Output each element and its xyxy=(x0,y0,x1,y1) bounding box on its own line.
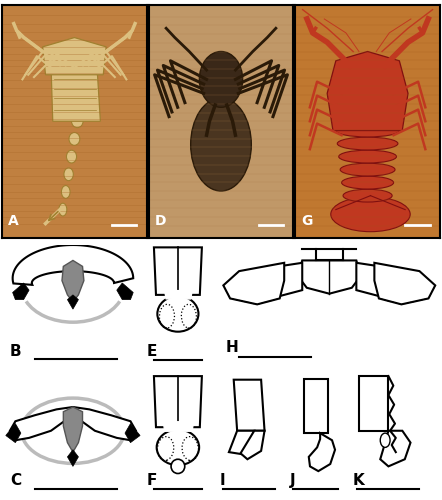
Text: B: B xyxy=(10,344,22,359)
Ellipse shape xyxy=(66,150,76,163)
Ellipse shape xyxy=(64,168,73,180)
Polygon shape xyxy=(359,376,389,430)
Ellipse shape xyxy=(343,190,392,202)
Polygon shape xyxy=(63,407,83,452)
Polygon shape xyxy=(253,263,302,296)
Polygon shape xyxy=(62,260,84,302)
Polygon shape xyxy=(234,380,265,430)
Polygon shape xyxy=(304,378,328,433)
Polygon shape xyxy=(68,295,78,309)
Ellipse shape xyxy=(199,52,243,108)
Polygon shape xyxy=(380,430,411,466)
Ellipse shape xyxy=(342,176,393,189)
Ellipse shape xyxy=(69,132,80,145)
Polygon shape xyxy=(51,66,100,121)
Polygon shape xyxy=(223,263,284,304)
Ellipse shape xyxy=(340,163,395,176)
Text: D: D xyxy=(155,214,166,228)
Ellipse shape xyxy=(337,137,398,150)
Text: G: G xyxy=(301,214,312,228)
Polygon shape xyxy=(154,376,202,427)
Text: E: E xyxy=(146,344,157,359)
Polygon shape xyxy=(6,424,21,442)
Ellipse shape xyxy=(61,186,70,198)
Polygon shape xyxy=(13,245,133,285)
Ellipse shape xyxy=(336,124,400,137)
Ellipse shape xyxy=(156,430,199,465)
Polygon shape xyxy=(229,430,254,454)
Text: H: H xyxy=(225,340,238,355)
Text: K: K xyxy=(352,473,364,488)
Ellipse shape xyxy=(72,115,83,128)
Polygon shape xyxy=(154,248,202,295)
Text: F: F xyxy=(146,473,157,488)
Polygon shape xyxy=(309,433,335,471)
Ellipse shape xyxy=(339,150,396,163)
Polygon shape xyxy=(298,260,361,294)
Ellipse shape xyxy=(331,197,410,232)
Polygon shape xyxy=(125,424,140,442)
Polygon shape xyxy=(42,38,106,74)
Polygon shape xyxy=(356,263,406,296)
Polygon shape xyxy=(240,430,265,459)
Polygon shape xyxy=(327,52,408,130)
Ellipse shape xyxy=(157,296,198,332)
Text: I: I xyxy=(219,473,225,488)
Circle shape xyxy=(380,433,390,448)
Ellipse shape xyxy=(191,98,251,191)
Polygon shape xyxy=(10,407,136,440)
Text: A: A xyxy=(8,214,19,228)
Text: J: J xyxy=(290,473,295,488)
Polygon shape xyxy=(117,283,133,300)
Text: C: C xyxy=(10,473,21,488)
Ellipse shape xyxy=(171,459,185,473)
Ellipse shape xyxy=(59,203,67,216)
Polygon shape xyxy=(13,283,29,300)
Polygon shape xyxy=(374,263,435,304)
Polygon shape xyxy=(68,450,78,466)
